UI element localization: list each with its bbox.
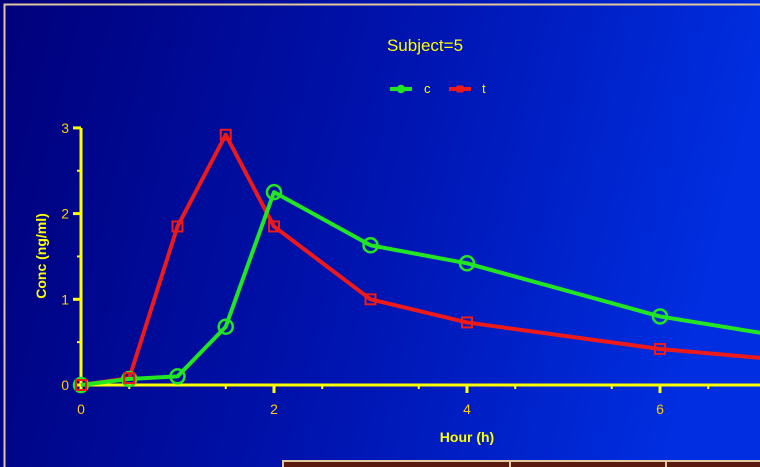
data-point-c [72,376,90,394]
x-tick-label: 4 [463,401,471,417]
y-tick-label: 0 [61,377,69,393]
data-point-c [651,308,669,325]
y-tick-label: 2 [61,206,69,222]
data-point-c [169,368,186,385]
data-point-c [458,255,476,272]
data-point-c [265,183,283,201]
y-tick-label: 3 [61,120,69,136]
y-tick-label: 1 [61,291,69,307]
x-tick-label: 2 [270,401,278,417]
legend-label-c: c [424,81,431,96]
data-point-t [268,220,280,233]
chart-border [3,3,760,467]
legend-label-t: t [482,81,486,96]
legend: c t [390,81,486,96]
x-tick-label: 6 [656,401,664,417]
x-axis-label: Hour (h) [440,429,494,445]
legend-marker-c [396,84,406,94]
bottom-panel [282,460,760,467]
series-layer [72,128,760,394]
series-line-c [80,190,760,387]
data-point-c [217,318,234,335]
data-point-c [362,237,379,254]
data-point-t [461,316,473,329]
data-point-c [121,370,138,388]
data-point-t [123,372,136,385]
data-point-t [364,293,377,306]
x-tick-label: 0 [77,401,85,417]
data-point-t [75,379,87,391]
y-axis-label: Conc (ng/ml) [33,213,49,299]
legend-marker-t [456,85,464,93]
data-point-t [654,343,666,356]
data-point-t [219,128,232,141]
data-point-t [171,220,184,233]
chart-title: Subject=5 [387,36,463,55]
series-line-t [80,132,760,387]
